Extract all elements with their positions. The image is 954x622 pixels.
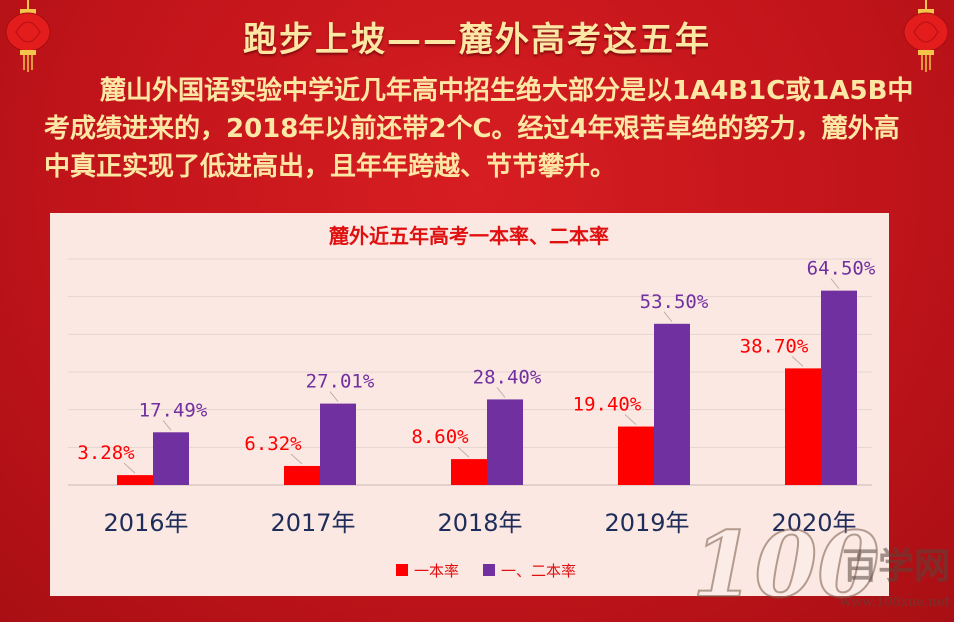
bar-series2-2018年 <box>487 399 523 485</box>
bar-series1-2018年 <box>451 459 487 485</box>
leader-line <box>123 462 136 474</box>
category-label: 2020年 <box>771 509 856 537</box>
data-label: 53.50% <box>640 291 709 313</box>
watermark-logo: 100 百学网 www.100xue.net <box>691 511 950 618</box>
category-label: 2016年 <box>103 509 188 537</box>
data-label: 17.49% <box>139 399 208 421</box>
leader-line <box>457 446 470 458</box>
bars <box>117 290 857 485</box>
leader-line <box>290 453 303 465</box>
legend-swatch <box>483 564 495 576</box>
leader-line <box>162 419 172 431</box>
bar-series2-2017年 <box>320 403 356 485</box>
category-labels: 2016年 2017年 2018年 2019年 2020年 <box>103 509 856 537</box>
bar-series2-2019年 <box>654 323 690 485</box>
bar-series1-2019年 <box>618 426 654 485</box>
data-label: 38.70% <box>740 335 809 357</box>
category-label: 2019年 <box>604 509 689 537</box>
leader-line <box>329 391 339 402</box>
leader-line <box>830 278 840 289</box>
leader-line <box>496 387 506 398</box>
watermark-number: 100 <box>692 512 880 618</box>
watermark-url: www.100xue.net <box>840 595 950 610</box>
leader-line <box>791 356 804 367</box>
data-labels: 3.28% 6.32% 8.60% 19.40% 38.70% 17.49% 27.01% 2… <box>77 258 876 474</box>
data-label: 3.28% <box>77 442 135 464</box>
legend-label: 一本率 <box>414 562 459 580</box>
intro-paragraph: 麓山外国语实验中学近几年高中招生绝大部分是以1A4B1C或1A5B中考成绩进来的… <box>44 76 914 182</box>
category-label: 2018年 <box>437 509 522 537</box>
page-title: 跑步上坡——麓外高考这五年 <box>243 20 711 60</box>
leader-line <box>624 414 637 425</box>
data-label: 28.40% <box>473 366 542 388</box>
lantern-icon-right <box>903 0 949 72</box>
leader-line <box>663 311 673 323</box>
lantern-icon-left <box>5 0 51 72</box>
data-label: 27.01% <box>306 371 375 393</box>
legend-swatch <box>396 564 408 576</box>
bar-series1-2020年 <box>785 368 821 485</box>
legend-label: 一、二本率 <box>501 562 576 580</box>
data-label: 6.32% <box>244 433 302 455</box>
bar-chart: 麓外近五年高考一本率、二本率 3.28% 6.32% 8.60% 19.40% 38.7… <box>68 224 876 580</box>
chart-title: 麓外近五年高考一本率、二本率 <box>329 224 609 248</box>
bar-series2-2020年 <box>821 290 857 485</box>
data-label: 19.40% <box>573 394 642 416</box>
category-label: 2017年 <box>270 509 355 537</box>
bar-series2-2016年 <box>153 432 189 485</box>
data-label: 64.50% <box>807 258 876 280</box>
data-label: 8.60% <box>411 426 469 448</box>
watermark-site-name: 百学网 <box>842 545 950 587</box>
bar-series1-2017年 <box>284 465 320 485</box>
legend: 一本率 一、二本率 <box>396 562 576 580</box>
chart-panel: 麓外近五年高考一本率、二本率 3.28% 6.32% 8.60% 19.40% 38.7… <box>50 213 889 596</box>
bar-series1-2016年 <box>117 475 153 485</box>
